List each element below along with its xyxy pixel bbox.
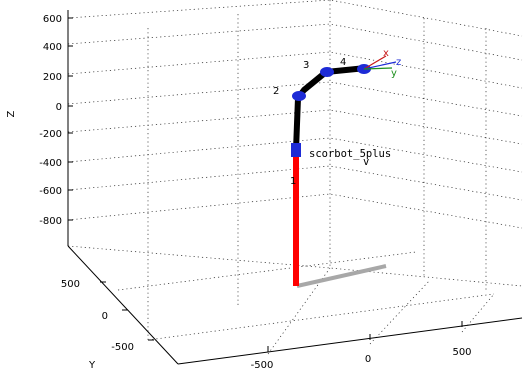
x-tick-label: 0 — [365, 354, 371, 365]
z-tick-label: -800 — [39, 216, 62, 227]
x-tick-label: 500 — [452, 347, 471, 358]
joint-3-marker — [320, 67, 334, 77]
robot-arm-links — [293, 65, 367, 151]
z-tick-label: -600 — [39, 186, 62, 197]
joint-1-marker — [291, 143, 301, 157]
frame-x-label: x — [383, 48, 389, 59]
z-axis-ticks: 600 400 200 0 -200 -400 -600 -800 — [39, 14, 73, 227]
joint-label-1: 1 — [290, 176, 296, 187]
y-tick-label: -500 — [111, 342, 134, 353]
robot-name-label: scorbot_5plus — [309, 148, 391, 160]
frame-z-label: z — [396, 57, 401, 68]
z-tick-label: 600 — [43, 14, 62, 25]
joint-label-2: 2 — [273, 86, 279, 97]
y-tick-label: 0 — [102, 311, 108, 322]
y-axis-label: Y — [88, 360, 96, 371]
joint-2-marker — [292, 91, 306, 101]
robot-name-suffix: v — [363, 156, 369, 168]
z-axis-label: Z — [6, 110, 17, 117]
frame-y-label: y — [391, 68, 397, 79]
robot-joints — [291, 64, 371, 157]
joint-label-4: 4 — [340, 57, 346, 68]
z-tick-label: 400 — [43, 42, 62, 53]
y-axis-ticks: 500 0 -500 — [61, 279, 154, 353]
x-axis-ticks: -500 0 500 — [251, 321, 472, 371]
axis-box — [67, 10, 523, 365]
z-tick-label: -200 — [39, 129, 62, 140]
z-tick-label: -400 — [39, 158, 62, 169]
z-tick-label: 0 — [56, 102, 62, 113]
x-tick-label: -500 — [251, 360, 274, 371]
joint-label-3: 3 — [303, 60, 309, 71]
z-tick-label: 200 — [43, 72, 62, 83]
y-tick-label: 500 — [61, 279, 80, 290]
robot-shadow — [296, 264, 387, 288]
end-effector-frame: x z y — [363, 48, 401, 79]
